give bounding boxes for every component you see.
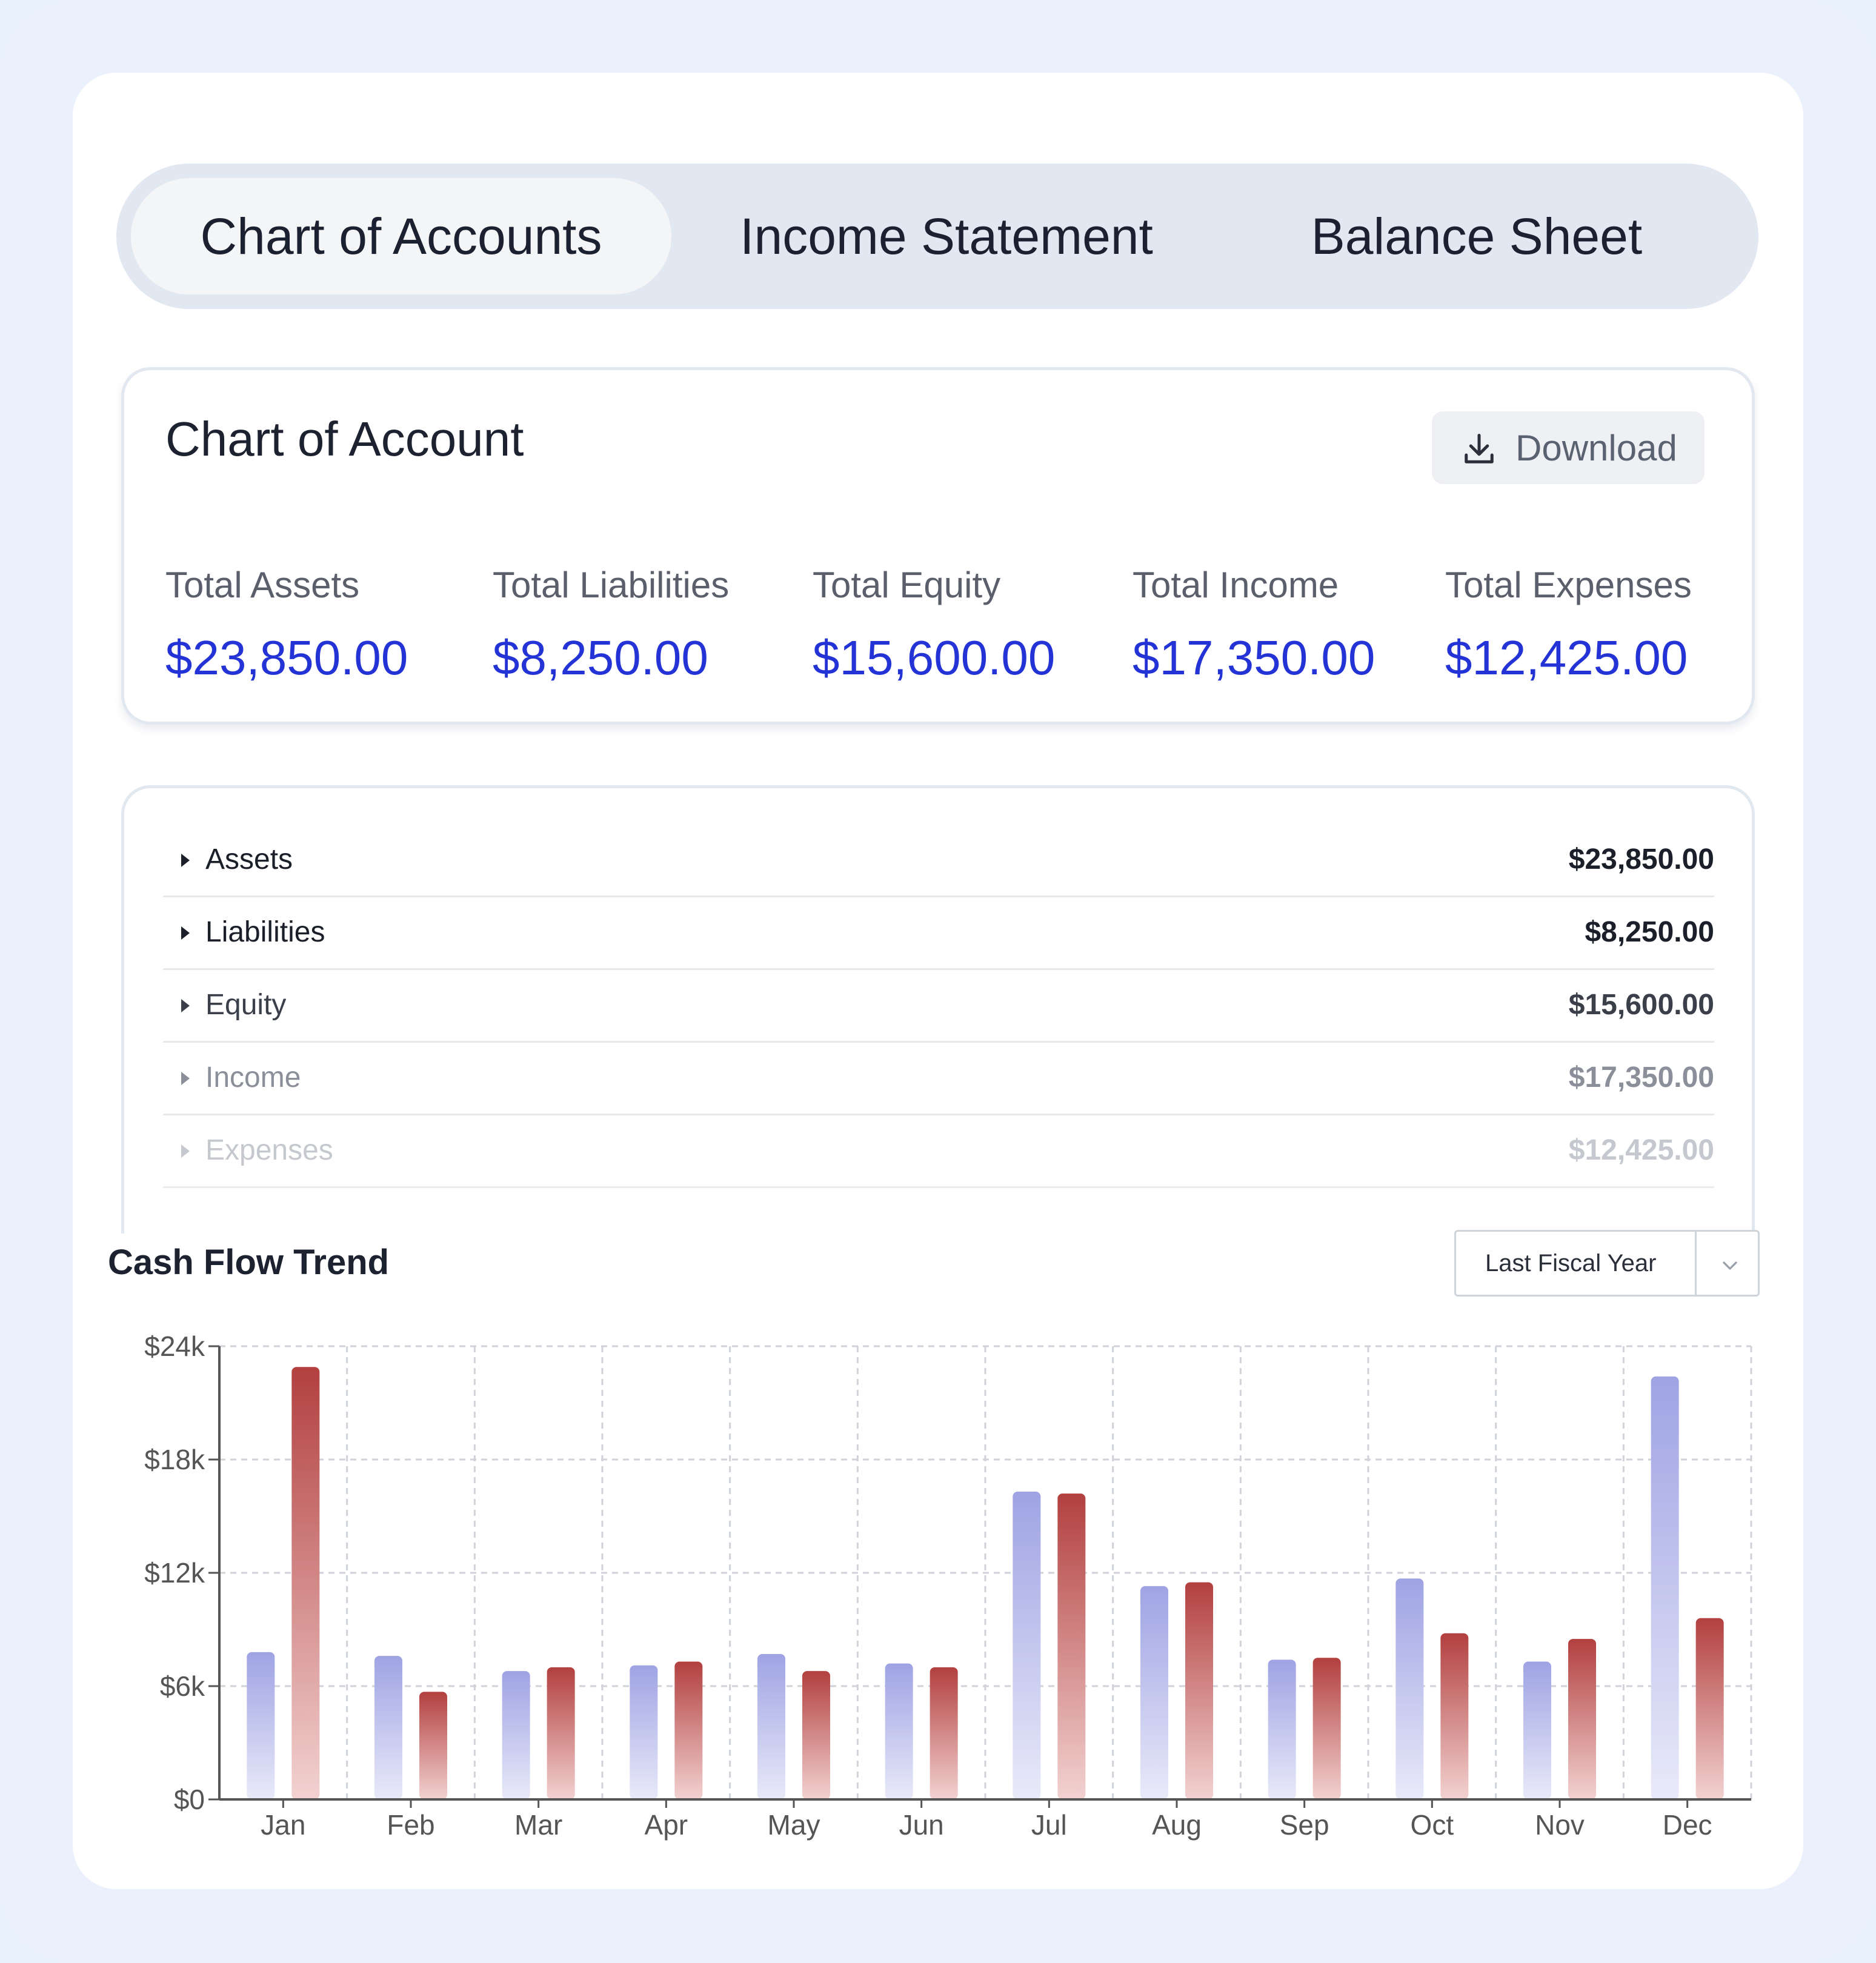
bar-series-a-jun [885,1663,913,1799]
account-row-income[interactable]: Income $17,350.00 [163,1043,1714,1115]
bar-series-b-mar [547,1667,575,1799]
y-tick-label: $18k [144,1444,205,1475]
x-tick-label: Jul [1031,1809,1067,1841]
bar-series-b-jan [291,1367,320,1799]
bar-series-b-oct [1440,1633,1469,1799]
bar-series-a-mar [502,1671,530,1799]
x-tick-label: Jan [261,1809,305,1841]
period-select-value: Last Fiscal Year [1485,1250,1657,1277]
chart-axes: $0 $6k $12k $18k $24k Jan Feb Mar Apr May Jun Jul Au… [144,1330,1751,1841]
bar-series-a-feb [374,1656,402,1799]
caret-right-icon [181,926,190,940]
x-tick-label: May [768,1809,820,1841]
account-amount: $17,350.00 [1568,1061,1714,1094]
download-label: Download [1515,428,1677,468]
account-name: Assets [205,843,293,875]
bar-series-b-nov [1568,1639,1596,1799]
bar-series-b-may [802,1671,830,1799]
bar-series-a-jul [1013,1491,1041,1799]
metric-value: $15,600.00 [813,631,1056,685]
x-tick-label: Dec [1663,1809,1712,1841]
account-name: Equity [205,989,287,1021]
metric-total-equity: Total Equity $15,600.00 [813,564,1055,686]
chart-grid [219,1345,1752,1799]
bar-series-b-dec [1695,1618,1724,1799]
metric-total-income: Total Income $17,350.00 [1133,564,1375,686]
metric-total-liabilities: Total Liabilities $8,250.00 [493,564,729,686]
bar-series-a-sep [1268,1659,1296,1799]
account-row-equity[interactable]: Equity $15,600.00 [163,970,1714,1043]
bar-series-a-aug [1140,1586,1168,1799]
bar-series-b-jun [930,1667,958,1799]
caret-right-icon [181,854,190,867]
period-select[interactable]: Last Fiscal Year [1454,1230,1760,1297]
y-tick-label: $12k [144,1557,205,1589]
account-row-assets[interactable]: Assets $23,850.00 [163,825,1714,897]
y-tick-label: $24k [144,1330,205,1362]
account-amount: $12,425.00 [1568,1134,1714,1166]
x-tick-label: Jun [899,1809,944,1841]
bar-series-b-feb [419,1692,447,1799]
x-tick-label: Aug [1152,1809,1202,1841]
metric-value: $17,350.00 [1133,631,1375,685]
metric-value: $8,250.00 [493,631,708,685]
bar-series-a-oct [1395,1578,1424,1799]
chart-bars [247,1367,1724,1799]
y-tick-label: $0 [174,1784,205,1815]
account-amount: $23,850.00 [1568,843,1714,875]
cash-flow-title: Cash Flow Trend [108,1243,390,1282]
caret-right-icon [181,1144,190,1158]
download-button[interactable]: Download [1432,411,1705,484]
y-tick-label: $6k [160,1670,205,1702]
tab-income-statement[interactable]: Income Statement [740,208,1153,265]
account-row-liabilities[interactable]: Liabilities $8,250.00 [163,897,1714,970]
x-tick-label: Mar [514,1809,562,1841]
x-tick-label: Sep [1280,1809,1329,1841]
select-divider [1695,1232,1697,1295]
tab-balance-sheet[interactable]: Balance Sheet [1311,208,1643,265]
bar-series-a-apr [630,1665,658,1799]
chevron-down-icon[interactable] [1718,1254,1742,1278]
x-tick-label: Feb [387,1809,434,1841]
metric-value: $23,850.00 [165,631,408,685]
x-tick-label: Apr [645,1809,688,1841]
bar-series-b-apr [674,1661,703,1799]
account-name: Liabilities [205,916,325,948]
account-amount: $15,600.00 [1568,989,1714,1021]
metric-label: Total Liabilities [493,565,730,605]
tab-chart-of-accounts[interactable]: Chart of Accounts [131,178,671,294]
metric-label: Total Assets [165,565,360,605]
caret-right-icon [181,1072,190,1085]
account-name: Income [205,1061,301,1094]
x-tick-label: Nov [1535,1809,1585,1841]
metric-label: Total Income [1133,565,1339,605]
account-amount: $8,250.00 [1585,916,1714,948]
bar-series-a-jan [247,1652,275,1799]
x-tick-label: Oct [1411,1809,1454,1841]
bar-series-a-may [757,1654,785,1799]
metric-total-expenses: Total Expenses $12,425.00 [1445,564,1692,686]
metric-total-assets: Total Assets $23,850.00 [165,564,408,686]
bar-series-b-aug [1185,1582,1213,1799]
metric-value: $12,425.00 [1445,631,1688,685]
bar-series-a-dec [1651,1376,1679,1799]
account-name: Expenses [205,1134,333,1166]
bar-series-a-nov [1523,1661,1551,1799]
metric-label: Total Equity [813,565,1001,605]
summary-card: Chart of Account Download Total Assets $… [121,367,1755,725]
caret-right-icon [181,999,190,1012]
download-icon [1465,434,1494,463]
main-card: Chart of Accounts Income Statement Balan… [73,73,1803,1889]
metric-label: Total Expenses [1445,565,1692,605]
bar-series-b-sep [1312,1658,1341,1799]
summary-title: Chart of Account [165,412,524,466]
report-tabs: Chart of Accounts Income Statement Balan… [116,164,1758,309]
list-fade-overlay [124,1176,1752,1234]
account-list: Assets $23,850.00 Liabilities $8,250.00 … [121,785,1755,1234]
bar-series-b-jul [1057,1493,1086,1799]
